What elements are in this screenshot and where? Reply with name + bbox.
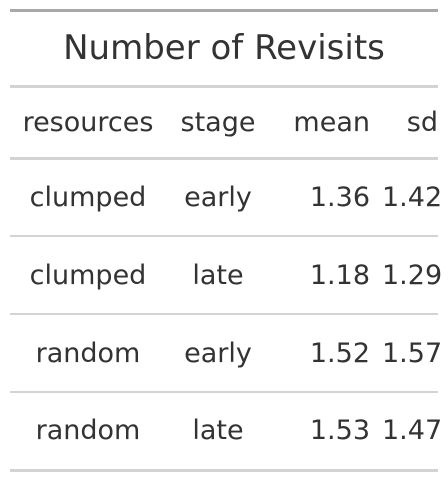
cell-resources: clumped (29, 259, 147, 291)
cell-resources: random (35, 415, 141, 447)
column-header-stage: stage (166, 88, 270, 160)
cell-stage: early (184, 337, 252, 369)
column-header-mean: mean (270, 88, 382, 160)
data-table: resources stage mean sd clumped early 1.… (10, 88, 443, 472)
cell-stage: late (192, 415, 244, 447)
cell-sd: 1.57 (382, 337, 443, 369)
top-rule (10, 9, 438, 12)
cell-stage: early (184, 181, 252, 213)
cell-resources: clumped (29, 181, 147, 213)
table-title: Number of Revisits (63, 28, 385, 68)
summary-table: Number of Revisits resources stage mean … (10, 9, 443, 472)
cell-stage: late (192, 259, 244, 291)
table-row: random late 1.53 1.47 (10, 392, 443, 470)
cell-mean: 1.52 (309, 337, 370, 369)
cell-mean: 1.36 (309, 181, 370, 213)
header-row: resources stage mean sd (10, 88, 438, 160)
cell-sd: 1.29 (382, 259, 443, 291)
column-header-sd: sd (382, 88, 438, 160)
cell-mean: 1.18 (309, 259, 370, 291)
cell-sd: 1.47 (382, 415, 443, 447)
column-header-resources: resources (10, 88, 166, 160)
table-row: clumped late 1.18 1.29 (10, 236, 443, 314)
table-row: random early 1.52 1.57 (10, 314, 443, 392)
title-rule (10, 85, 438, 88)
cell-resources: random (35, 337, 141, 369)
table-row: clumped early 1.36 1.42 (10, 158, 443, 236)
cell-sd: 1.42 (382, 181, 443, 213)
cell-mean: 1.53 (309, 415, 370, 447)
